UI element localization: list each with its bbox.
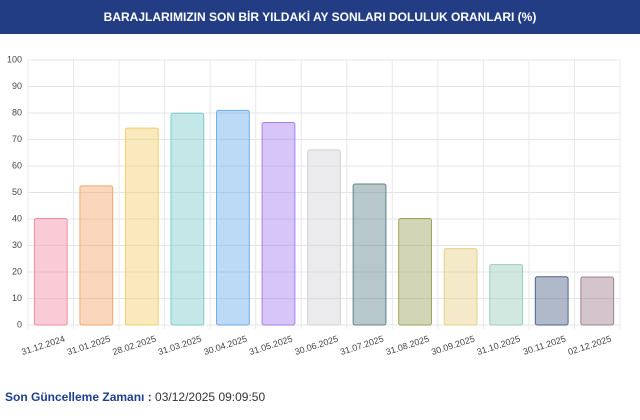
bar	[489, 264, 524, 326]
x-tick-label: 31.03.2025	[157, 334, 203, 357]
x-tick-label: 30.11.2025	[522, 334, 567, 357]
bar	[216, 109, 250, 326]
bar	[443, 248, 478, 326]
x-tick-label: 31.12.2024	[20, 334, 66, 357]
x-tick-label: 31.08.2025	[384, 334, 430, 357]
bar	[124, 127, 159, 326]
footer-value: 03/12/2025 09:09:50	[155, 390, 266, 404]
y-tick-label: 50	[12, 187, 22, 197]
bar	[352, 183, 387, 326]
y-tick-label: 100	[7, 54, 22, 64]
bar	[33, 217, 68, 326]
x-tick-label: 31.05.2025	[248, 334, 294, 357]
bar	[170, 112, 205, 326]
x-tick-label: 30.09.2025	[430, 334, 476, 357]
header-title: BARAJLARIMIZIN SON BİR YILDAKİ AY SONLAR…	[0, 0, 640, 34]
y-tick-label: 90	[12, 81, 22, 91]
y-tick-label: 60	[12, 160, 22, 170]
x-tick-label: 28.02.2025	[111, 334, 157, 357]
footer: Son Güncelleme Zamanı : 03/12/2025 09:09…	[5, 390, 265, 404]
y-tick-label: 80	[12, 107, 22, 117]
bar	[261, 122, 296, 326]
y-tick-label: 20	[12, 266, 22, 276]
x-tick-label: 02.12.2025	[567, 334, 613, 357]
y-tick-label: 0	[17, 319, 22, 329]
bar	[79, 185, 114, 326]
y-tick-label: 40	[12, 213, 22, 223]
bar	[534, 276, 569, 326]
bar	[398, 217, 432, 326]
x-tick-label: 30.04.2025	[202, 334, 248, 357]
footer-label: Son Güncelleme Zamanı :	[5, 390, 152, 404]
y-tick-label: 30	[12, 240, 22, 250]
y-tick-label: 70	[12, 134, 22, 144]
bar	[580, 276, 615, 326]
y-tick-label: 10	[12, 293, 22, 303]
bar	[307, 149, 341, 326]
x-tick-label: 30.06.2025	[293, 334, 339, 357]
x-tick-label: 31.07.2025	[339, 334, 385, 357]
chart: 0 10 20 30 40 50 60 70 80 90 100 31.12.2024 31.01.20…	[7, 54, 621, 357]
x-tick-label: 31.10.2025	[476, 334, 522, 357]
x-tick-label: 31.01.2025	[66, 334, 112, 357]
